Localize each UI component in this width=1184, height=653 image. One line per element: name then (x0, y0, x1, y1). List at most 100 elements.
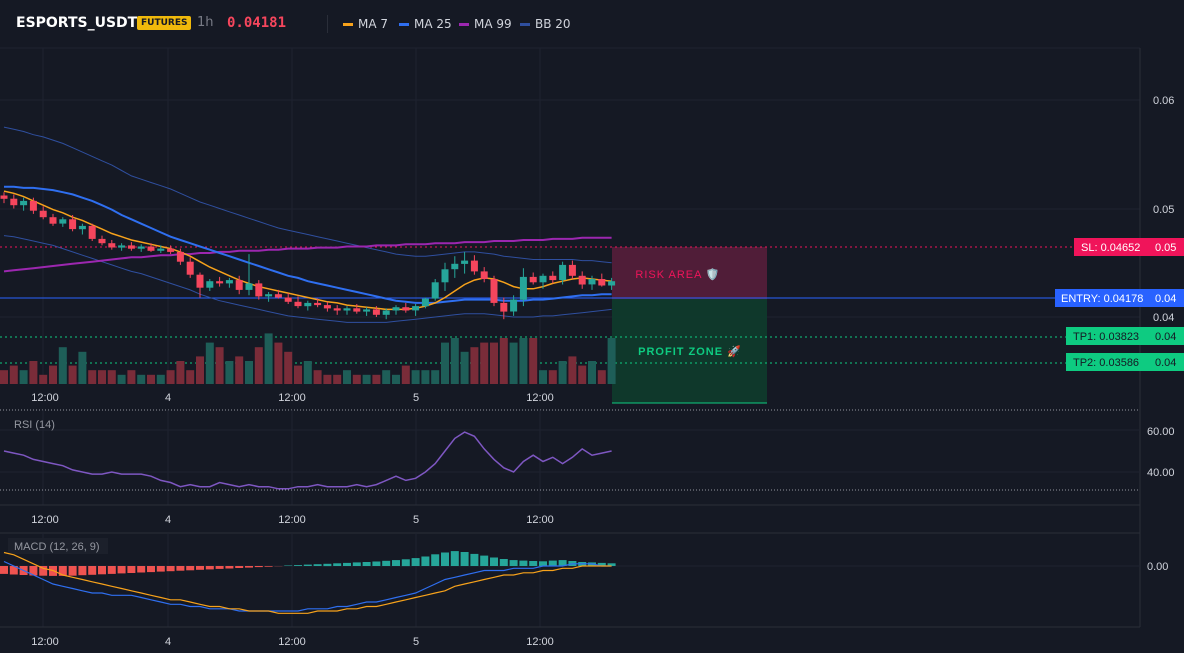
candle-body (0, 195, 8, 199)
candle[interactable] (461, 251, 469, 274)
candle[interactable] (255, 280, 263, 300)
candle[interactable] (588, 275, 596, 290)
candle[interactable] (392, 305, 400, 315)
macd-hist-bar (303, 564, 312, 566)
candle[interactable] (382, 308, 390, 320)
candle[interactable] (598, 273, 606, 287)
macd-hist-bar (29, 566, 38, 576)
candle[interactable] (10, 194, 18, 209)
main-time-axis: 12:00 4 12:00 5 12:00 (31, 392, 554, 404)
candle[interactable] (519, 268, 527, 307)
entry-tag: ENTRY: 0.04178 0.04 (1055, 289, 1184, 307)
candle[interactable] (108, 240, 116, 250)
candle[interactable] (568, 260, 576, 279)
candle[interactable] (235, 275, 243, 295)
rsi-time-axis: 12:00 4 12:00 5 12:00 (31, 514, 554, 526)
legend-ma99[interactable]: MA 99 (459, 17, 512, 31)
candle[interactable] (157, 245, 165, 253)
candle[interactable] (304, 300, 312, 311)
candle[interactable] (206, 279, 214, 291)
candle[interactable] (451, 256, 459, 278)
candle[interactable] (49, 213, 57, 226)
candle[interactable] (137, 244, 145, 252)
candle[interactable] (490, 275, 498, 307)
candle[interactable] (363, 307, 371, 316)
candle[interactable] (353, 304, 361, 314)
candle[interactable] (431, 279, 439, 301)
candle[interactable] (510, 295, 518, 316)
candle[interactable] (333, 305, 341, 315)
candle[interactable] (441, 262, 449, 291)
volume-bar (450, 338, 459, 384)
macd-hist-bar (558, 560, 567, 566)
candle[interactable] (118, 243, 126, 251)
candle[interactable] (274, 289, 282, 299)
volume-bar (58, 347, 67, 384)
candle[interactable] (578, 271, 586, 289)
rsi-time-tick-4: 5 (413, 514, 419, 526)
candle[interactable] (539, 273, 547, 289)
candle-body (49, 217, 57, 224)
candle[interactable] (480, 267, 488, 283)
candle[interactable] (402, 302, 410, 313)
candle[interactable] (59, 217, 67, 227)
legend-ma7[interactable]: MA 7 (343, 17, 388, 31)
candle[interactable] (147, 243, 155, 252)
bb20-swatch (520, 23, 530, 26)
candle-body (39, 210, 47, 218)
volume-bar (343, 370, 351, 384)
candle[interactable] (98, 235, 106, 246)
candle[interactable] (29, 197, 37, 214)
candle[interactable] (412, 304, 420, 316)
candle[interactable] (470, 255, 478, 275)
macd-hist-bar (382, 560, 391, 566)
tp1-tag: TP1: 0.03823 0.04 (1066, 327, 1184, 345)
candle[interactable] (372, 306, 380, 317)
candle[interactable] (78, 223, 86, 235)
candle[interactable] (314, 298, 322, 308)
candle[interactable] (549, 271, 557, 284)
symbol-label[interactable]: ESPORTS_USDT (16, 15, 138, 31)
candle[interactable] (39, 206, 47, 220)
candle[interactable] (343, 306, 351, 315)
candle[interactable] (500, 297, 508, 320)
candle[interactable] (176, 248, 184, 265)
volume-bar (333, 374, 342, 384)
candle[interactable] (216, 276, 224, 287)
candle[interactable] (20, 197, 28, 211)
volume-bar (107, 370, 116, 384)
candle[interactable] (284, 293, 292, 304)
candle-body (255, 283, 263, 297)
timeframe-label[interactable]: 1h (197, 15, 214, 30)
candle-body (216, 281, 224, 284)
candle-body (480, 271, 488, 279)
candle[interactable] (0, 192, 8, 204)
candle[interactable] (529, 272, 537, 285)
legend-bb20[interactable]: BB 20 (520, 17, 571, 31)
candle-body (304, 302, 312, 307)
candle-body (382, 310, 390, 315)
candle[interactable] (245, 254, 253, 296)
candle[interactable] (294, 296, 302, 309)
macd-hist-bar (39, 566, 48, 576)
rsi-tick-40: 40.00 (1147, 467, 1175, 479)
candle[interactable] (421, 297, 429, 309)
volume-bar (49, 365, 57, 384)
candle[interactable] (265, 292, 273, 302)
volume-bar (19, 370, 28, 384)
candle[interactable] (167, 245, 175, 255)
candle[interactable] (69, 215, 77, 232)
candle[interactable] (88, 223, 96, 241)
candle[interactable] (127, 242, 135, 251)
candle-body (519, 276, 527, 300)
candle[interactable] (196, 272, 204, 298)
candle[interactable] (186, 257, 194, 278)
candle[interactable] (608, 277, 616, 290)
volume-bar (68, 365, 77, 384)
legend-ma25[interactable]: MA 25 (399, 17, 452, 31)
candle[interactable] (323, 301, 331, 312)
candle[interactable] (559, 261, 567, 285)
macd-hist-bar (401, 559, 410, 567)
candle[interactable] (225, 277, 233, 288)
